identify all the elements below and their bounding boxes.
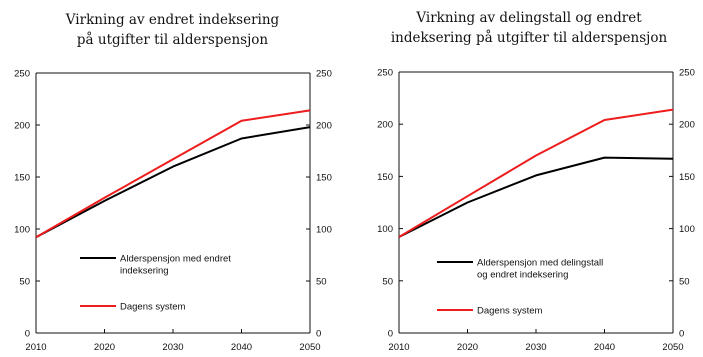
x-tick: 2050 [299,329,321,353]
y-tick-left: 50 [19,277,40,288]
chart-title-line-2: på utgifter til alderspensjon [76,32,269,48]
x-tick: 2020 [94,329,115,353]
x-tick: 2030 [525,329,547,353]
y-tick-left: 50 [382,276,403,287]
legend-label: indeksering [120,266,169,277]
y-tick-right: 100 [669,224,695,235]
x-tick-label: 2030 [525,342,546,353]
legend-label: Alderspensjon med endret [120,254,231,265]
x-tick: 2050 [662,329,684,353]
y-tick-label-right: 50 [679,276,690,287]
series-line [398,156,674,238]
x-tick-label: 2040 [231,342,252,353]
y-tick-right: 50 [306,277,327,288]
x-tick: 2040 [231,329,252,353]
y-tick-left: 150 [377,172,403,183]
y-tick-label-left: 50 [19,277,30,288]
y-tick-right: 150 [306,173,332,184]
x-tick-label: 2050 [299,342,320,353]
y-tick-left: 200 [14,121,40,132]
y-tick-label-right: 250 [316,69,332,80]
x-tick-label: 2050 [662,342,683,353]
y-tick-left: 250 [377,68,403,79]
chart-plot: 0 50 100 150 200 250 0 50 100 150 200 250 2010 2020 20… [14,69,332,354]
y-tick-right: 100 [306,225,332,236]
y-tick-right: 150 [669,172,695,183]
legend-entry: Dagens system [437,306,543,317]
y-tick-left: 250 [14,69,40,80]
legend-label: og endret indeksering [477,270,568,281]
x-tick-label: 2030 [162,342,183,353]
x-tick-label: 2040 [594,342,615,353]
y-tick-right: 200 [306,121,332,132]
legend-label: Alderspensjon med delingstall [477,258,603,269]
y-tick-label-right: 150 [316,173,332,184]
y-tick-right: 50 [669,276,690,287]
y-tick-label-right: 0 [679,329,684,340]
x-tick-label: 2010 [388,342,409,353]
y-tick-right: 250 [306,69,332,80]
y-tick-label-right: 200 [679,120,695,131]
chart-title: Virkning av endret indeksering på utgift… [0,10,345,50]
legend-label: Dagens system [477,306,543,317]
y-tick-right: 0 [306,329,321,340]
chart-plot: 0 50 100 150 200 250 0 50 100 150 200 250 2010 2020 20… [377,68,695,354]
y-tick-label-left: 100 [14,225,30,236]
chart-panel-right: Virkning av delingstall og endret indeks… [355,0,703,357]
x-tick-label: 2020 [457,342,478,353]
series-line [35,109,311,239]
y-tick-label-right: 0 [316,329,321,340]
chart-title-line-1: Virkning av delingstall og endret [416,10,642,26]
y-tick-label-right: 50 [316,277,327,288]
y-tick-label-left: 50 [382,276,393,287]
y-tick-right: 200 [669,120,695,131]
y-tick-label-left: 250 [14,69,30,80]
y-tick-label-right: 100 [679,224,695,235]
x-tick: 2010 [25,329,47,353]
chart-title: Virkning av delingstall og endret indeks… [355,8,703,48]
y-tick-left: 100 [14,225,40,236]
y-tick-label-left: 0 [25,329,30,340]
y-tick-label-left: 200 [377,120,393,131]
y-tick-left: 0 [25,329,40,340]
y-tick-left: 100 [377,224,403,235]
y-tick-label-right: 250 [679,68,695,79]
y-tick-label-left: 0 [388,329,393,340]
legend-label: Dagens system [120,302,186,313]
legend-entry: Dagens system [80,302,186,313]
y-tick-right: 0 [669,329,684,340]
chart-title-line-2: indeksering på utgifter til alderspensjo… [390,30,668,46]
x-tick: 2040 [594,329,615,353]
x-tick: 2020 [457,329,478,353]
y-tick-label-left: 200 [14,121,30,132]
series-line [398,108,674,238]
y-tick-left: 0 [388,329,403,340]
y-tick-label-left: 150 [377,172,393,183]
y-tick-label-right: 100 [316,225,332,236]
x-tick: 2010 [388,329,410,353]
y-tick-right: 250 [669,68,695,79]
chart-title-line-1: Virkning av endret indeksering [65,12,280,28]
x-tick-label: 2010 [25,342,46,353]
x-tick: 2030 [162,329,184,353]
y-tick-label-left: 150 [14,173,30,184]
y-tick-label-right: 200 [316,121,332,132]
chart-panel-left: Virkning av endret indeksering på utgift… [0,0,345,357]
y-tick-label-left: 250 [377,68,393,79]
x-tick-label: 2020 [94,342,115,353]
y-tick-label-left: 100 [377,224,393,235]
y-tick-left: 200 [377,120,403,131]
y-tick-label-right: 150 [679,172,695,183]
series-line [35,126,311,239]
y-tick-left: 150 [14,173,40,184]
